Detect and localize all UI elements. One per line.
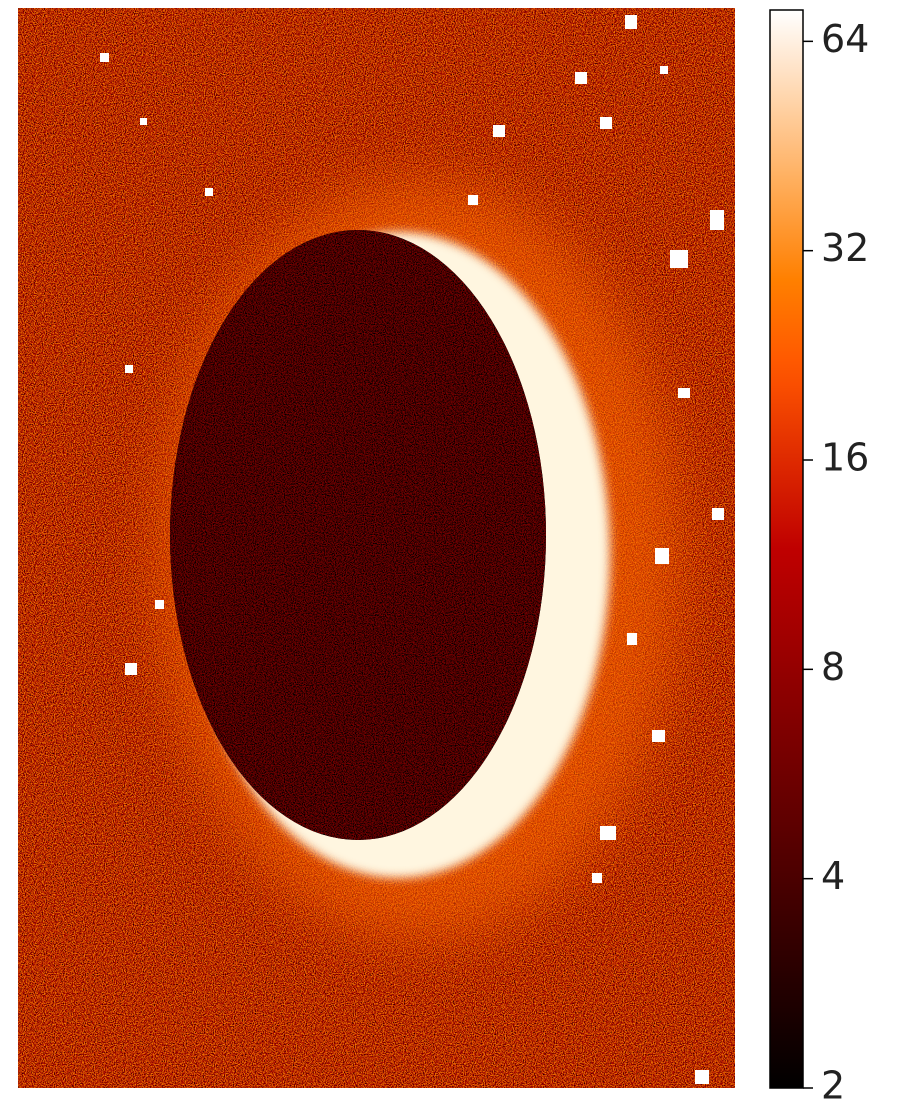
colorbar-tick-label: 8 bbox=[821, 645, 845, 689]
colorbar-tick-label: 2 bbox=[821, 1064, 845, 1108]
colorbar-tick-label: 16 bbox=[821, 436, 869, 480]
colorbar-tick-label: 4 bbox=[821, 854, 845, 898]
colorbar bbox=[770, 10, 803, 1088]
colorbar-tick-label: 32 bbox=[821, 226, 869, 270]
image bbox=[18, 8, 735, 1088]
colorbar-tick-label: 64 bbox=[821, 17, 869, 61]
figure: 2 4 8 16 32 64 bbox=[0, 0, 903, 1113]
